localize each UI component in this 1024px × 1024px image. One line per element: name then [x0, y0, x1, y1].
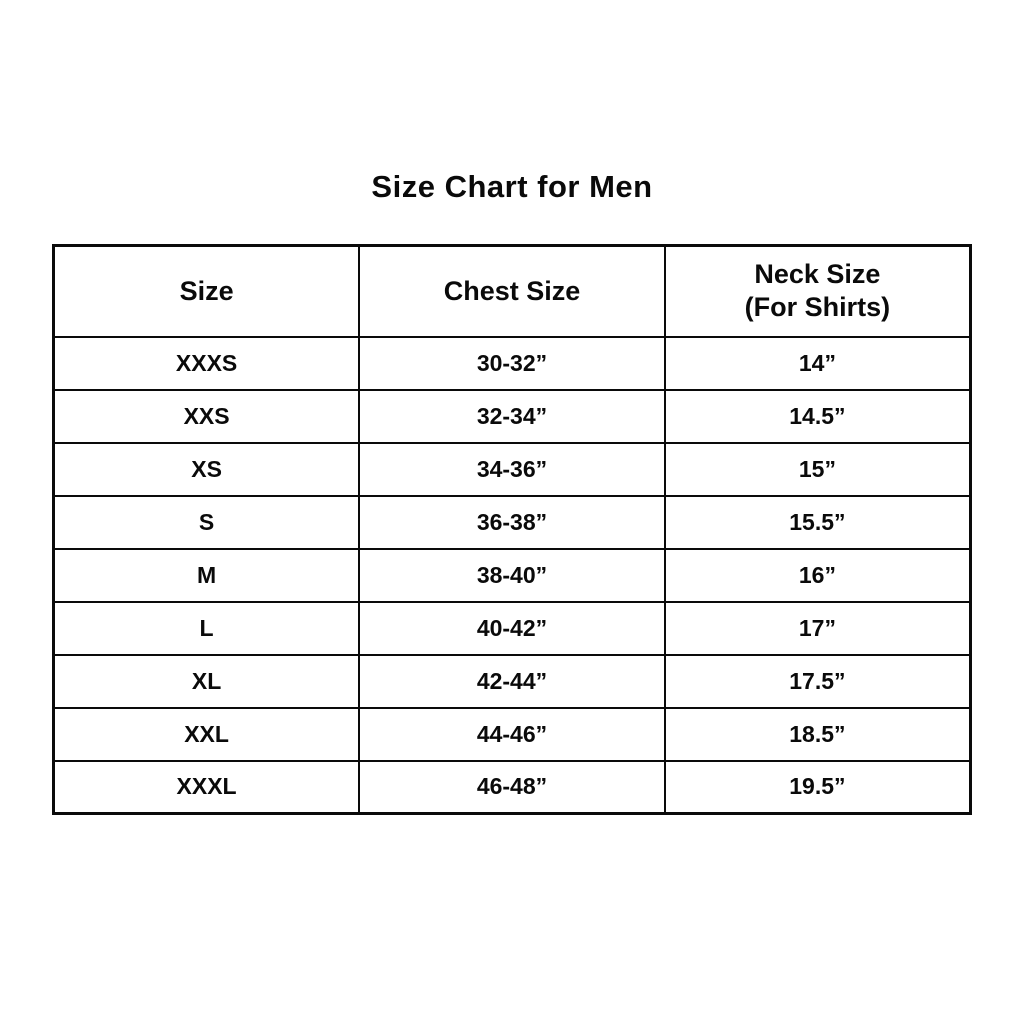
neck-size-cell: 14.5” [663, 388, 972, 444]
size-chart-page: Size Chart for Men Size Chest Size Neck … [52, 169, 972, 815]
neck-size-cell: 15” [663, 441, 972, 497]
column-header-label: Size [179, 275, 234, 306]
page-title: Size Chart for Men [371, 169, 653, 204]
neck-size-cell: 18.5” [663, 706, 972, 762]
chest-size-cell: 32-34” [358, 388, 666, 444]
chest-size-cell: 36-38” [358, 494, 666, 550]
size-cell: XXXS [52, 335, 361, 391]
table-row: S 36-38” 15.5” [52, 494, 972, 550]
size-cell: L [52, 600, 361, 656]
chest-size-cell: 30-32” [358, 335, 666, 391]
column-header-neck-size: Neck Size (For Shirts) [663, 244, 972, 338]
size-cell: XL [52, 653, 361, 709]
chest-size-cell: 40-42” [358, 600, 666, 656]
table-row: XXXS 30-32” 14” [52, 335, 972, 391]
neck-size-cell: 16” [663, 547, 972, 603]
neck-size-cell: 17” [663, 600, 972, 656]
neck-size-cell: 14” [663, 335, 972, 391]
size-cell: S [52, 494, 361, 550]
table-row: XL 42-44” 17.5” [52, 653, 972, 709]
size-cell: XXL [52, 706, 361, 762]
table-row: XXS 32-34” 14.5” [52, 388, 972, 444]
size-cell: XXXL [52, 759, 361, 815]
chest-size-cell: 42-44” [358, 653, 666, 709]
header-row: Size Chest Size Neck Size (For Shirts) [52, 244, 972, 338]
chest-size-cell: 44-46” [358, 706, 666, 762]
size-cell: XXS [52, 388, 361, 444]
column-header-label: Neck Size [754, 259, 881, 290]
table-row: M 38-40” 16” [52, 547, 972, 603]
chest-size-cell: 34-36” [358, 441, 666, 497]
table-body: XXXS 30-32” 14” XXS 32-34” 14.5” XS 34-3… [52, 335, 972, 815]
column-header-sublabel: (For Shirts) [744, 292, 891, 323]
chest-size-cell: 38-40” [358, 547, 666, 603]
column-header-size: Size [52, 244, 361, 338]
neck-size-cell: 19.5” [663, 759, 972, 815]
chest-size-cell: 46-48” [358, 759, 666, 815]
column-header-chest-size: Chest Size [358, 244, 666, 338]
size-cell: M [52, 547, 361, 603]
table-row: XXXL 46-48” 19.5” [52, 759, 972, 815]
neck-size-cell: 15.5” [663, 494, 972, 550]
table-row: XXL 44-46” 18.5” [52, 706, 972, 762]
table-row: XS 34-36” 15” [52, 441, 972, 497]
neck-size-cell: 17.5” [663, 653, 972, 709]
table-row: L 40-42” 17” [52, 600, 972, 656]
column-header-label: Chest Size [443, 275, 581, 306]
table-header: Size Chest Size Neck Size (For Shirts) [52, 244, 972, 338]
size-chart-table: Size Chest Size Neck Size (For Shirts) X… [52, 244, 972, 815]
size-cell: XS [52, 441, 361, 497]
